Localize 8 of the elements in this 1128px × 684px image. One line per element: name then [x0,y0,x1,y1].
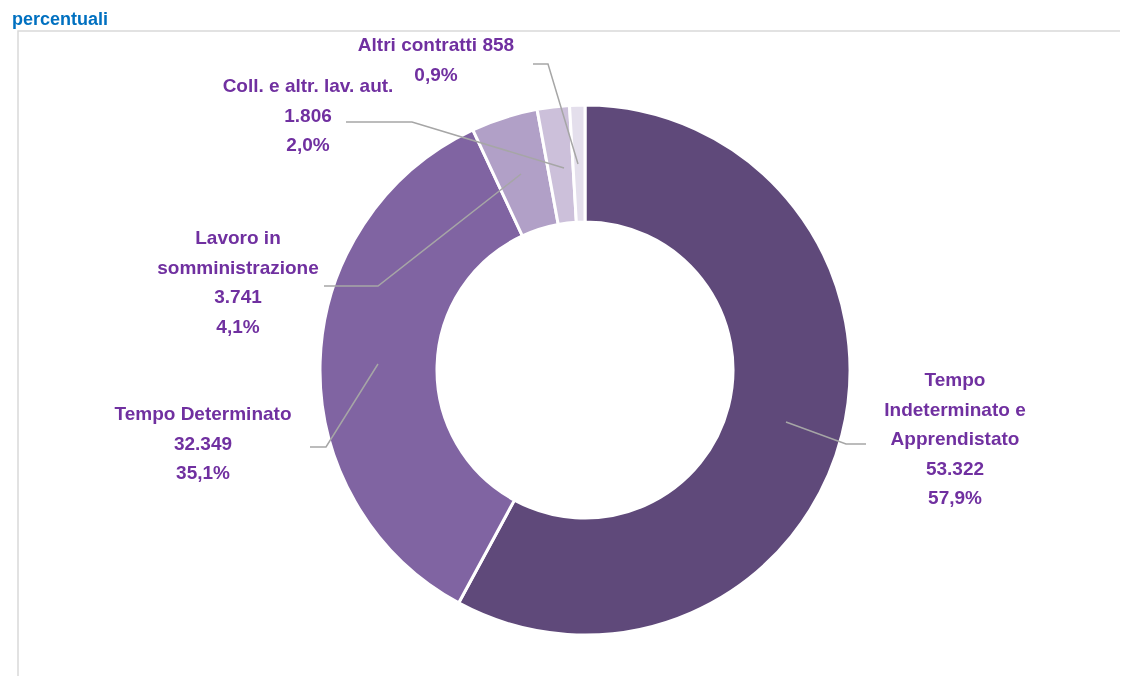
slice-label: Tempo Indeterminato e Apprendistato [884,369,1026,449]
data-label: 32.349 35,1% [173,432,233,483]
chart-title: percentuali [12,9,109,29]
data-label: 3.741 4,1% [214,286,263,337]
data-label: 1.806 2,0% [284,104,332,155]
slice-label: Lavoro in somministrazione [157,227,319,278]
data-label: 53.322 57,9% [925,457,985,508]
slice-label: Tempo Determinato [114,403,292,424]
